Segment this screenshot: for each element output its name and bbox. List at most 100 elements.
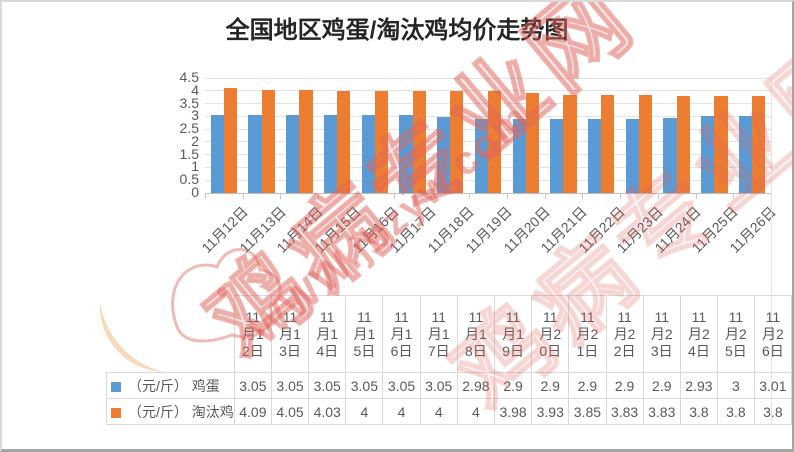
table-cell: 2.98 xyxy=(456,372,495,399)
bar-culled-chicken xyxy=(563,94,577,193)
y-gridline xyxy=(205,77,771,79)
bar-egg xyxy=(437,116,451,193)
x-axis-tick xyxy=(544,193,546,199)
price-data-table: 11 月1 2日 11 月1 3日 11 月1 4日 11 月1 5日 11 月1 6日… xyxy=(106,295,792,425)
table-cell: 3.85 xyxy=(568,398,607,425)
table-row-egg: （元/斤） 鸡蛋 3.05 3.05 3.05 3.05 3.05 3.05 2.98 2.9 2… xyxy=(106,372,792,399)
table-header-cell: 11 月2 5日 xyxy=(717,295,755,373)
bar-egg xyxy=(512,118,526,193)
table-body: 11 月1 2日 11 月1 3日 11 月1 4日 11 月1 5日 11 月1 6日… xyxy=(106,295,792,425)
table-header-cell: 11 月2 2日 xyxy=(605,295,644,373)
table-header-cell: 11 月1 4日 xyxy=(308,295,347,373)
y-axis-label: 2 xyxy=(191,132,199,149)
series-name: （元/斤） 淘汰鸡 xyxy=(128,403,234,420)
bar-egg xyxy=(550,118,564,193)
x-axis-tick xyxy=(318,193,320,199)
table-cell: 3.05 xyxy=(233,372,272,399)
table-header-cell: 11 月1 3日 xyxy=(270,295,310,373)
series-name: （元/斤） 鸡蛋 xyxy=(128,377,220,394)
x-axis-tick xyxy=(657,193,659,199)
bar-culled-chicken xyxy=(337,90,351,193)
x-axis-tick xyxy=(469,193,471,199)
y-axis-label: 0.5 xyxy=(179,171,199,188)
bar-culled-chicken xyxy=(676,95,690,193)
y-axis-label: 1 xyxy=(191,158,199,175)
bar-culled-chicken xyxy=(525,92,539,193)
bar-culled-chicken xyxy=(601,95,615,193)
y-axis-label: 1.5 xyxy=(179,145,199,162)
legend-marker-egg xyxy=(111,381,121,392)
y-axis-label: 2.5 xyxy=(179,120,199,137)
bar-egg xyxy=(663,118,677,193)
table-cell: 3.8 xyxy=(679,398,719,425)
bar-egg xyxy=(474,118,488,193)
table-header-row: 11 月1 2日 11 月1 3日 11 月1 4日 11 月1 5日 11 月1 6日… xyxy=(107,295,792,373)
bar-culled-chicken xyxy=(638,95,653,193)
y-axis-label: 3.5 xyxy=(179,94,199,111)
table-header-cell: 11 月1 6日 xyxy=(382,295,421,373)
table-cell: 2.9 xyxy=(531,372,570,399)
table-cell: 4 xyxy=(456,398,495,425)
x-axis-tick xyxy=(280,193,282,199)
bar-culled-chicken xyxy=(223,88,238,193)
bar-egg xyxy=(399,115,413,193)
table-header-cell: 11 月1 9日 xyxy=(493,295,533,373)
table-cell: 3.05 xyxy=(382,372,421,399)
bar-egg xyxy=(738,116,753,193)
table-cell: 4.09 xyxy=(233,398,272,425)
table-row-culled-chicken: （元/斤） 淘汰鸡 4.09 4.05 4.03 4 4 4 4 3.98 3.93 3.85 3.8… xyxy=(106,398,792,425)
x-axis-tick xyxy=(506,193,508,199)
table-cell: 3.98 xyxy=(493,398,533,425)
bar-culled-chicken xyxy=(714,95,728,193)
chart-title: 全国地区鸡蛋/淘汰鸡均价走势图 xyxy=(225,17,569,44)
x-axis-tick xyxy=(733,193,735,199)
table-cell: 4 xyxy=(382,398,421,425)
bar-culled-chicken xyxy=(488,91,502,193)
table-cell: 3.8 xyxy=(717,398,755,425)
table-header-cell: 11 月2 3日 xyxy=(642,295,681,373)
series-label-cell: （元/斤） 鸡蛋 xyxy=(106,372,235,399)
table-cell: 3.05 xyxy=(308,372,347,399)
bar-culled-chicken xyxy=(412,90,426,193)
table-header-cell: 11 月1 7日 xyxy=(419,295,458,373)
x-axis-tick xyxy=(620,193,622,199)
table-cell: 2.9 xyxy=(605,372,644,399)
table-cell: 3 xyxy=(717,372,755,399)
bar-culled-chicken xyxy=(752,95,766,193)
table-cell: 2.9 xyxy=(642,372,681,399)
series-label-cell: （元/斤） 淘汰鸡 xyxy=(106,398,235,425)
table-cell: 3.8 xyxy=(753,398,792,425)
table-cell: 2.9 xyxy=(568,372,607,399)
bar-egg xyxy=(286,115,300,193)
bar-culled-chicken xyxy=(450,90,464,193)
bar-egg xyxy=(701,116,715,193)
x-axis-tick xyxy=(695,193,697,199)
table-corner-cell xyxy=(107,296,235,373)
x-axis-line xyxy=(205,192,771,194)
table-cell: 3.93 xyxy=(531,398,570,425)
y-axis-label: 0 xyxy=(191,184,199,200)
x-axis-tick xyxy=(393,193,395,199)
table-header-cell: 11 月1 5日 xyxy=(345,295,384,373)
table-header-cell: 11 月1 8日 xyxy=(456,295,495,373)
table-cell: 3.05 xyxy=(270,372,310,399)
table-cell: 4.05 xyxy=(270,398,310,425)
table-header-cell: 11 月1 2日 xyxy=(233,295,272,373)
table-header-cell: 11 月2 1日 xyxy=(568,295,607,373)
table-cell: 2.9 xyxy=(493,372,533,399)
x-axis-tick xyxy=(355,193,357,199)
table-header-cell: 11 月2 4日 xyxy=(679,295,719,373)
table-header-cell: 11 月2 0日 xyxy=(531,295,570,373)
bar-egg xyxy=(248,115,262,193)
y-axis-label: 3 xyxy=(191,107,199,124)
bar-egg xyxy=(361,115,375,193)
x-axis-tick xyxy=(242,193,244,199)
bar-culled-chicken xyxy=(261,89,275,193)
bar-egg xyxy=(588,118,602,193)
table-cell: 2.93 xyxy=(679,372,719,399)
bar-egg xyxy=(323,115,338,193)
x-axis-tick xyxy=(205,193,206,199)
x-axis-tick xyxy=(582,193,584,199)
